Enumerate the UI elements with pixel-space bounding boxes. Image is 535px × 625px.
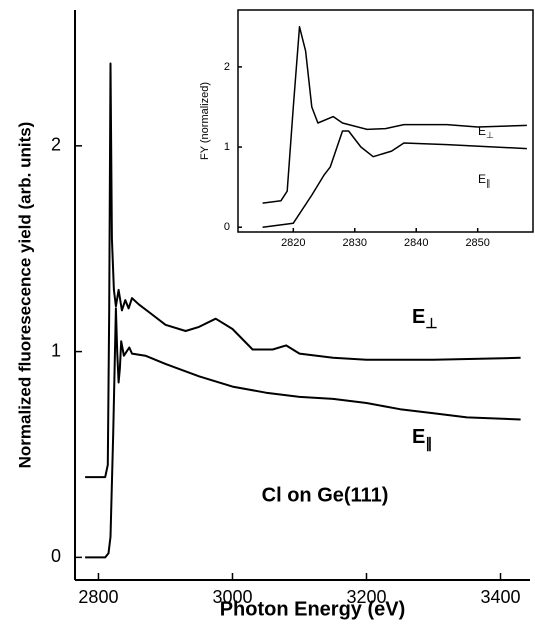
series-label-text: E xyxy=(478,172,486,186)
x-tick-label: 2840 xyxy=(404,237,428,249)
y-axis-label: Normalized fluoresecence yield (arb. uni… xyxy=(15,122,34,469)
series-label-text: E xyxy=(412,306,425,328)
series-label-sub: ∥ xyxy=(486,178,491,188)
series-label-text: E xyxy=(478,124,486,138)
plot: 2800 3000 3200 3400 0 1 2 Photon Energy (eV) Nor… xyxy=(15,10,530,620)
series-label-text: E xyxy=(412,426,425,448)
y-tick-label: 0 xyxy=(51,546,61,566)
series-line xyxy=(85,307,521,559)
series-label: E⊥ xyxy=(478,124,494,140)
x-tick-label: 3400 xyxy=(480,587,520,607)
plot-frame xyxy=(237,9,534,233)
series-line xyxy=(262,130,527,228)
y-tick-label: 2 xyxy=(51,135,61,155)
x-tick-label: 3200 xyxy=(346,587,386,607)
x-tick-label: 2850 xyxy=(465,237,489,249)
series-label-sub: ⊥ xyxy=(486,130,494,140)
series-label: E∥ xyxy=(412,426,432,451)
y-tick-label: 1 xyxy=(224,141,230,153)
series-label: E⊥ xyxy=(412,306,438,330)
x-tick-label: 2800 xyxy=(78,587,118,607)
y-tick-label: 1 xyxy=(51,340,61,360)
x-tick-label: 2830 xyxy=(343,237,367,249)
series-label-sub: ∥ xyxy=(425,435,432,452)
y-axis-label: FY (normalized) xyxy=(199,82,211,160)
x-axis-label: Photon Energy (eV) xyxy=(220,598,406,620)
x-tick-label: 2820 xyxy=(281,237,305,249)
y-tick-label: 2 xyxy=(224,61,230,73)
annotation: Cl on Ge(111) xyxy=(262,484,389,506)
series-label-sub: ⊥ xyxy=(425,315,437,331)
series-line xyxy=(85,62,521,479)
series-line xyxy=(262,26,527,204)
x-tick-label: 3000 xyxy=(212,587,252,607)
series-label: E∥ xyxy=(478,172,491,188)
y-tick-label: 0 xyxy=(224,221,230,233)
